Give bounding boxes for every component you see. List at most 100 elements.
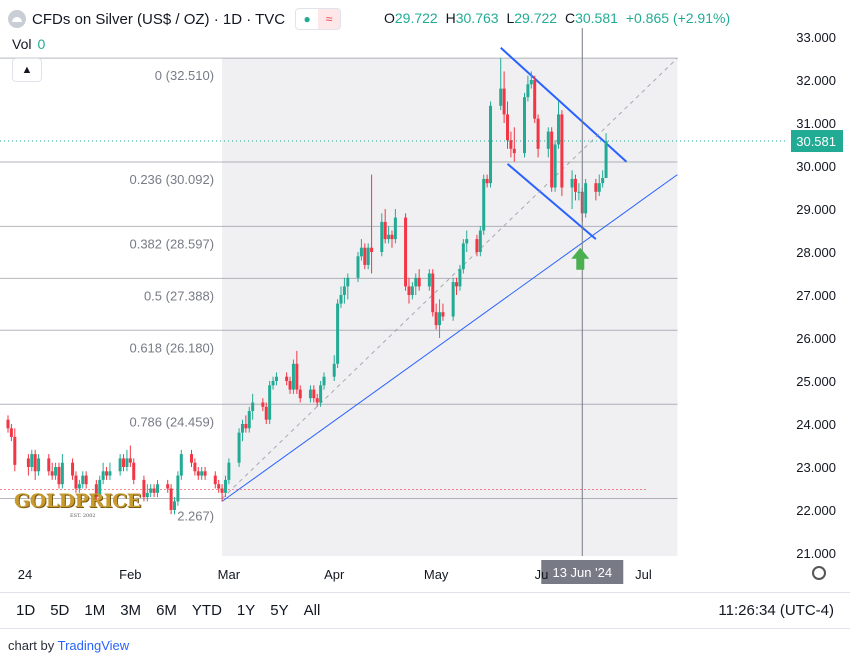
candle[interactable] — [427, 269, 431, 291]
candle[interactable] — [383, 209, 387, 244]
candle[interactable] — [101, 462, 105, 485]
candle[interactable] — [37, 454, 41, 476]
candle[interactable] — [315, 393, 319, 407]
candle[interactable] — [203, 467, 207, 480]
candle[interactable] — [261, 398, 265, 412]
candle[interactable] — [94, 479, 98, 502]
candle[interactable] — [156, 479, 160, 498]
candle[interactable] — [128, 445, 132, 468]
candle[interactable] — [33, 449, 37, 480]
candle[interactable] — [60, 454, 64, 489]
candle[interactable] — [173, 497, 177, 515]
candle[interactable] — [455, 277, 459, 295]
candle[interactable] — [553, 140, 557, 192]
candle[interactable] — [169, 484, 173, 515]
candle[interactable] — [288, 376, 292, 394]
candle[interactable] — [509, 131, 513, 158]
trendline-support[interactable] — [221, 174, 678, 502]
candle[interactable] — [74, 471, 78, 493]
candle[interactable] — [189, 449, 193, 467]
candle[interactable] — [560, 110, 564, 197]
candle[interactable] — [417, 269, 421, 291]
range-button-1y[interactable]: 1Y — [236, 602, 256, 619]
candle[interactable] — [393, 209, 397, 244]
candle[interactable] — [502, 71, 506, 123]
candle[interactable] — [506, 101, 510, 149]
range-button-3m[interactable]: 3M — [120, 602, 142, 619]
range-button-1d[interactable]: 1D — [16, 602, 36, 619]
candle[interactable] — [594, 178, 598, 201]
candle[interactable] — [105, 467, 109, 480]
candle[interactable] — [573, 174, 577, 201]
candle[interactable] — [244, 415, 248, 433]
candle[interactable] — [342, 277, 346, 304]
candle[interactable] — [196, 467, 200, 480]
candle[interactable] — [461, 239, 465, 274]
candle[interactable] — [264, 402, 268, 425]
candle[interactable] — [407, 277, 411, 304]
candle[interactable] — [176, 471, 180, 506]
candle[interactable] — [71, 458, 75, 480]
candle[interactable] — [536, 114, 540, 158]
candle[interactable] — [533, 75, 537, 123]
candle[interactable] — [475, 234, 479, 257]
candle[interactable] — [339, 286, 343, 308]
candle[interactable] — [438, 299, 442, 338]
candle[interactable] — [414, 273, 418, 296]
candlestick-chart[interactable]: 0 (32.510) 0.236 (30.092) 0.382 (28.597) 0.… — [0, 0, 850, 592]
candle[interactable] — [577, 183, 581, 201]
candle[interactable] — [108, 462, 112, 480]
candle[interactable] — [336, 299, 340, 369]
candle[interactable] — [489, 101, 493, 188]
range-button-5y[interactable]: 5Y — [270, 602, 289, 619]
candle[interactable] — [363, 243, 367, 270]
candle[interactable] — [274, 372, 278, 386]
candle[interactable] — [237, 428, 241, 467]
candle[interactable] — [308, 385, 312, 403]
candle[interactable] — [6, 415, 10, 433]
symbol-title[interactable]: CFDs on Silver (US$ / OZ) · 1D · TVC — [32, 10, 286, 28]
candle[interactable] — [451, 277, 455, 321]
candle[interactable] — [271, 376, 275, 390]
candle[interactable] — [132, 458, 136, 485]
candle[interactable] — [410, 282, 414, 300]
candle[interactable] — [152, 484, 156, 498]
chart-credit[interactable]: chart by TradingView — [8, 638, 129, 653]
candle[interactable] — [597, 174, 601, 197]
range-button-1m[interactable]: 1M — [84, 602, 106, 619]
candle[interactable] — [81, 471, 85, 489]
range-button-ytd[interactable]: YTD — [191, 602, 222, 619]
candle[interactable] — [319, 381, 323, 407]
clock[interactable]: 11:26:34 (UTC-4) — [718, 602, 834, 619]
candle[interactable] — [482, 174, 486, 235]
range-button-5d[interactable]: 5D — [50, 602, 70, 619]
candle[interactable] — [366, 243, 370, 270]
candle[interactable] — [50, 462, 54, 480]
candle[interactable] — [227, 458, 231, 485]
candle[interactable] — [387, 226, 391, 244]
candle[interactable] — [526, 75, 530, 102]
wave-icon[interactable]: ≈ — [318, 9, 341, 29]
candle[interactable] — [251, 393, 255, 420]
settings-gear-icon[interactable] — [812, 566, 826, 580]
candle[interactable] — [30, 449, 34, 472]
candle[interactable] — [122, 454, 126, 472]
candle[interactable] — [166, 479, 170, 493]
candle[interactable] — [179, 449, 183, 480]
candle[interactable] — [298, 385, 302, 403]
candle[interactable] — [9, 424, 13, 442]
candle[interactable] — [546, 127, 550, 158]
candle[interactable] — [570, 170, 574, 209]
candle[interactable] — [285, 372, 289, 386]
candle[interactable] — [523, 92, 527, 158]
candle[interactable] — [47, 454, 51, 476]
trendline-channel-lower[interactable] — [506, 163, 597, 240]
candle[interactable] — [98, 475, 102, 502]
candle[interactable] — [322, 372, 326, 390]
dot-icon[interactable]: ● — [303, 12, 311, 26]
candle[interactable] — [359, 239, 363, 261]
candle[interactable] — [601, 170, 605, 188]
candle[interactable] — [145, 484, 149, 502]
candle[interactable] — [332, 355, 336, 381]
candle[interactable] — [213, 471, 217, 489]
